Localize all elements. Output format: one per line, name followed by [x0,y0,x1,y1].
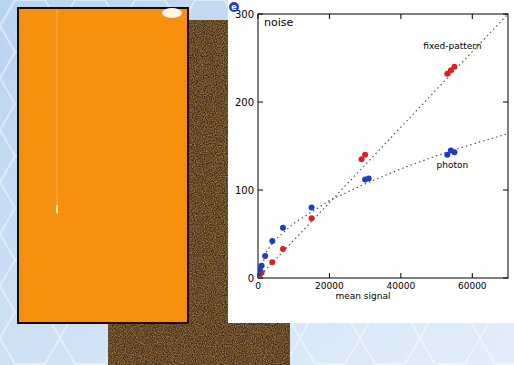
background-pattern [0,0,514,365]
glint [162,8,182,18]
y-label-icon [229,2,239,12]
series-labels: fixed-pattern photon [423,41,481,170]
series-label: fixed-pattern [423,41,481,51]
slide: 0 100 200 300 0 20000 40000 60000 noise mean sign… [0,0,514,365]
y-tick [258,14,263,15]
point [309,205,315,211]
data [258,14,508,278]
title: noise [264,16,293,29]
x-tick-label: 40000 [387,281,416,291]
bad-column [57,9,58,215]
background [0,0,514,365]
y-tick [503,190,508,191]
y-tick-label: 200 [235,97,254,108]
x-tick [258,14,259,19]
y-tick-label: 100 [235,185,254,196]
series-label: photon [437,160,469,170]
x-tick [329,273,330,278]
y-tick-label: 300 [235,9,254,20]
fit-line [258,134,508,278]
x-tick-label: 0 [255,281,261,291]
hot-pixel [56,205,58,213]
fit-line [258,14,508,278]
point [259,263,265,269]
x-tick-label: 20000 [315,281,344,291]
y-tick [503,102,508,103]
flat-frame [17,7,189,324]
x-tick-label: 60000 [458,281,487,291]
x-tick [329,14,330,19]
y-tick-label: 0 [248,273,254,284]
canvas: 0 100 200 300 0 20000 40000 60000 noise mean sign… [0,0,514,365]
x-tick [400,14,401,19]
x-tick [472,273,473,278]
y-tick [503,14,508,15]
point [280,225,286,231]
point [366,176,372,182]
y-tick [258,102,263,103]
plot-frame [258,14,508,278]
y-tick [258,190,263,191]
y-label: e [231,3,237,12]
x-tick [472,14,473,19]
x-label: mean signal [335,291,390,301]
ticks: 0 100 200 300 0 20000 40000 60000 [235,9,508,291]
x-tick [400,273,401,278]
flat-image [19,9,187,322]
y-tick [503,278,508,279]
chart-panel [228,0,514,323]
point [309,215,315,221]
point [362,152,368,158]
